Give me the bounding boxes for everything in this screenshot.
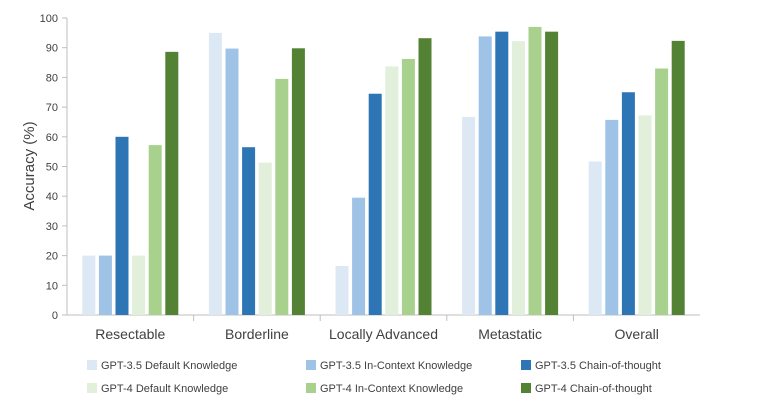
bar-gpt-3-5-chain-of-thought-overall [621, 92, 635, 315]
y-tick-label: 10 [46, 280, 58, 292]
legend-label: GPT-4 Chain-of-thought [535, 383, 652, 395]
bar-gpt-3-5-default-knowledge-metastatic [462, 116, 476, 315]
bar-gpt-4-default-knowledge-borderline [258, 162, 272, 315]
bar-gpt-3-5-in-context-knowledge-borderline [225, 48, 239, 315]
bar-gpt-4-default-knowledge-metastatic [511, 41, 525, 315]
bar-gpt-4-chain-of-thought-overall [671, 40, 685, 316]
bar-gpt-3-5-chain-of-thought-borderline [242, 147, 256, 315]
legend-label: GPT-4 In-Context Knowledge [320, 383, 463, 395]
bar-gpt-4-chain-of-thought-locally-advanced [418, 38, 432, 316]
bar-gpt-4-chain-of-thought-metastatic [545, 31, 559, 316]
bar-gpt-3-5-in-context-knowledge-overall [605, 119, 619, 315]
y-tick-label: 50 [46, 162, 58, 174]
category-label: Borderline [225, 326, 289, 342]
bar-gpt-4-in-context-knowledge-metastatic [528, 26, 542, 315]
bar-gpt-4-in-context-knowledge-resectable [148, 145, 162, 315]
y-tick-label: 40 [46, 191, 58, 203]
bar-gpt-3-5-chain-of-thought-metastatic [495, 31, 509, 316]
bars [82, 26, 685, 316]
legend-swatch [87, 360, 97, 370]
bar-gpt-3-5-in-context-knowledge-locally-advanced [352, 197, 366, 315]
bar-gpt-4-chain-of-thought-borderline [291, 48, 305, 315]
bar-gpt-3-5-in-context-knowledge-metastatic [478, 36, 492, 315]
bar-gpt-4-default-knowledge-resectable [132, 255, 146, 315]
legend: GPT-3.5 Default Knowledge GPT-3.5 In-Cont… [87, 360, 661, 395]
bar-gpt-3-5-in-context-knowledge-resectable [98, 255, 112, 315]
bar-gpt-4-default-knowledge-locally-advanced [385, 66, 399, 315]
legend-label: GPT-4 Default Knowledge [101, 383, 228, 395]
legend-swatch [87, 383, 97, 393]
category-label: Resectable [95, 326, 165, 342]
y-tick-label: 100 [40, 13, 58, 25]
bar-gpt-3-5-default-knowledge-locally-advanced [335, 265, 349, 315]
legend-swatch [306, 383, 316, 393]
bar-gpt-4-chain-of-thought-resectable [165, 51, 179, 315]
bar-gpt-3-5-chain-of-thought-locally-advanced [368, 93, 382, 315]
category-labels: Resectable Borderline Locally Advanced Meta… [95, 326, 659, 342]
y-tick-label: 0 [52, 310, 58, 322]
bar-gpt-4-default-knowledge-overall [638, 115, 652, 315]
axes [66, 18, 700, 321]
y-tick-label: 90 [46, 43, 58, 55]
bar-gpt-3-5-chain-of-thought-resectable [115, 136, 129, 315]
y-axis-title: Accuracy (%) [21, 121, 38, 210]
category-label: Overall [615, 326, 659, 342]
y-tick-label: 20 [46, 251, 58, 263]
legend-label: GPT-3.5 In-Context Knowledge [320, 360, 472, 372]
category-label: Metastatic [478, 326, 542, 342]
category-label: Locally Advanced [329, 326, 438, 342]
bar-gpt-4-in-context-knowledge-overall [655, 68, 669, 316]
legend-label: GPT-3.5 Chain-of-thought [535, 360, 661, 372]
y-tick-label: 60 [46, 132, 58, 144]
y-tick-label: 70 [46, 102, 58, 114]
bar-gpt-3-5-default-knowledge-resectable [82, 255, 96, 315]
bar-gpt-4-in-context-knowledge-locally-advanced [401, 58, 415, 316]
y-tick-label: 80 [46, 72, 58, 84]
bar-gpt-4-in-context-knowledge-borderline [275, 78, 289, 315]
bar-gpt-3-5-default-knowledge-overall [588, 161, 602, 315]
bar-gpt-3-5-default-knowledge-borderline [208, 32, 222, 315]
legend-swatch [306, 360, 316, 370]
y-tick-label: 30 [46, 221, 58, 233]
legend-swatch [521, 383, 531, 393]
legend-label: GPT-3.5 Default Knowledge [101, 360, 237, 372]
legend-swatch [521, 360, 531, 370]
y-ticks: 0 10 20 30 40 50 60 70 80 90 100 [40, 13, 67, 322]
